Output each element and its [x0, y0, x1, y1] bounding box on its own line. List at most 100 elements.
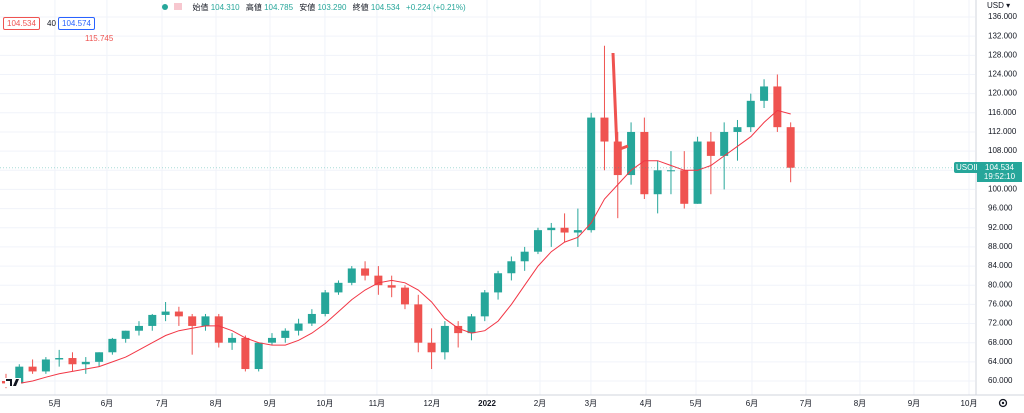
- grid: [0, 0, 975, 395]
- x-tick-label: 3月: [585, 399, 597, 408]
- candle-body: [720, 131, 729, 156]
- y-tick-label: 92.000: [988, 223, 1013, 232]
- candle-body: [95, 352, 104, 362]
- change-value: +0.224 (+0.21%): [406, 3, 466, 12]
- candle-body: [440, 325, 449, 353]
- x-tick-label: 10月: [316, 399, 333, 408]
- candle-body: [414, 304, 423, 343]
- symbol-tag: USOIL: [954, 162, 983, 173]
- x-tick-label: 2月: [534, 399, 546, 408]
- tv-logo: [5, 378, 21, 387]
- y-tick-label: 72.000: [988, 319, 1013, 328]
- y-tick-label: 88.000: [988, 242, 1013, 251]
- candle-body: [786, 127, 795, 168]
- low-value: 103.290: [317, 3, 347, 12]
- candle-body: [28, 366, 37, 372]
- y-tick-label: 68.000: [988, 338, 1013, 347]
- x-tick-label: 9月: [264, 399, 276, 408]
- candle-body: [693, 141, 702, 204]
- period-label: 40: [47, 19, 56, 28]
- currency-label: USD ▾: [987, 1, 1010, 10]
- candle-body: [400, 287, 409, 305]
- candle-body: [188, 316, 197, 326]
- candle-body: [174, 311, 183, 317]
- candle-body: [214, 316, 223, 343]
- candle-body: [746, 100, 755, 128]
- candle-body: [427, 342, 436, 353]
- candle-body: [640, 131, 649, 195]
- ohlc-header: 始值 104.310 高値 104.785 安値 103.290 終値 104.…: [162, 2, 470, 13]
- candle-body: [666, 170, 675, 172]
- candle-body: [108, 338, 117, 353]
- candle-body: [334, 282, 343, 293]
- price-tag-time: 19:52:10: [983, 172, 1016, 181]
- candle-body: [347, 268, 356, 283]
- candle-body: [228, 337, 237, 343]
- y-tick-label: 132.000: [988, 31, 1017, 40]
- y-tick-label: 136.000: [988, 12, 1017, 21]
- candle-body: [134, 325, 143, 331]
- y-tick-label: 120.000: [988, 89, 1017, 98]
- y-tick-label: 112.000: [988, 127, 1017, 136]
- candle-body: [81, 361, 90, 365]
- candle-body: [454, 325, 463, 334]
- x-tick-label: 5月: [690, 399, 702, 408]
- second-price-box: 104.574: [58, 17, 95, 30]
- symbol-icon: [174, 3, 183, 10]
- moving-average-line: [5, 109, 791, 387]
- ma-value: 115.745: [85, 34, 114, 43]
- x-tick-label: 7月: [800, 399, 812, 408]
- candle-body: [480, 292, 489, 317]
- candle-body: [733, 127, 742, 132]
- candle-body: [573, 230, 582, 233]
- candle-body: [281, 330, 290, 338]
- candle-body: [560, 227, 569, 233]
- y-tick-label: 76.000: [988, 299, 1013, 308]
- candle-body: [294, 323, 303, 331]
- candle-body: [15, 366, 24, 384]
- candle-body: [241, 337, 250, 370]
- candle-body: [613, 141, 622, 176]
- x-tick-label: 8月: [854, 399, 866, 408]
- x-tick-label: 2022: [478, 399, 496, 408]
- settings-icon[interactable]: [998, 398, 1008, 408]
- candle-body: [587, 117, 596, 231]
- y-tick-label: 108.000: [988, 146, 1017, 155]
- candle-body: [321, 292, 330, 314]
- x-tick-label: 7月: [156, 399, 168, 408]
- candle-body: [41, 359, 50, 372]
- open-value: 104.310: [210, 3, 240, 12]
- x-tick-label: 4月: [640, 399, 652, 408]
- candle-body: [533, 230, 542, 252]
- candle-body: [374, 275, 383, 286]
- candle-body: [361, 268, 370, 276]
- candle-body: [161, 311, 170, 315]
- candle-body: [547, 227, 556, 231]
- y-tick-label: 124.000: [988, 70, 1017, 79]
- x-tick-label: 11月: [369, 399, 385, 408]
- candle-body: [68, 358, 77, 365]
- candle-body: [627, 131, 636, 176]
- candle-body: [773, 86, 782, 128]
- y-tick-label: 116.000: [988, 108, 1017, 117]
- y-tick-label: 96.000: [988, 204, 1013, 213]
- candle-body: [600, 117, 609, 142]
- candle-body: [760, 86, 769, 101]
- y-tick-label: 128.000: [988, 50, 1017, 59]
- close-label: 終値: [352, 3, 369, 12]
- high-value: 104.785: [264, 3, 294, 12]
- candle-body: [507, 261, 516, 274]
- plot: [0, 45, 975, 389]
- x-tick-label: 6月: [746, 399, 758, 408]
- x-tick-label: 9月: [908, 399, 920, 408]
- candle-body: [653, 170, 662, 195]
- candle-body: [148, 314, 157, 326]
- low-label: 安値: [299, 3, 316, 12]
- y-tick-label: 80.000: [988, 280, 1013, 289]
- candle-body: [55, 358, 64, 360]
- x-tick-label: 8月: [210, 399, 222, 408]
- candle-body: [121, 330, 130, 339]
- y-tick-label: 60.000: [988, 376, 1013, 385]
- annotation-drawing: [611, 52, 629, 153]
